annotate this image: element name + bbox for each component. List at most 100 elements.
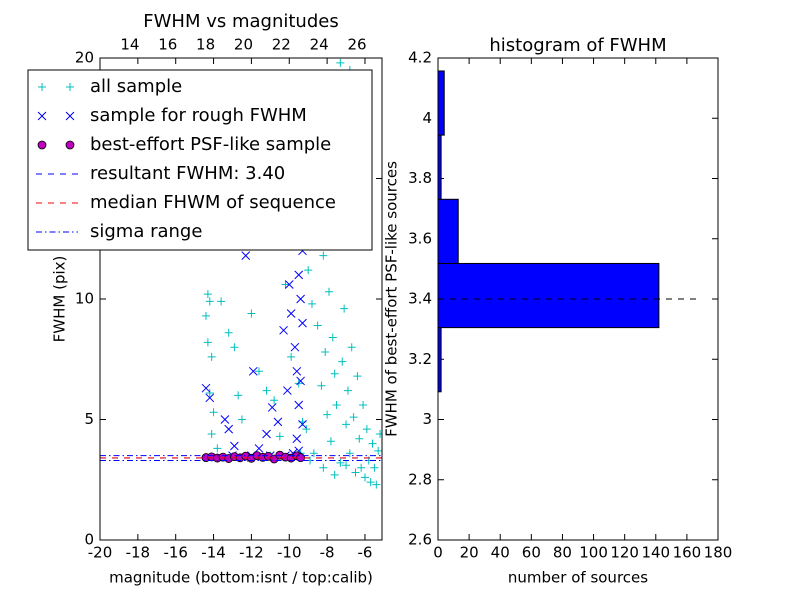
point (207, 429, 216, 438)
point (353, 372, 362, 381)
legend-marker (65, 140, 75, 150)
x-tick-label: 140 (641, 544, 670, 562)
x-axis-label: number of sources (508, 569, 648, 587)
point (376, 429, 382, 438)
x2-tick-label: 14 (120, 36, 139, 54)
point (254, 367, 263, 376)
point (270, 396, 279, 405)
point (292, 434, 302, 444)
histogram-bar (438, 70, 445, 136)
point (325, 287, 334, 296)
y-tick-label: 3.8 (408, 169, 432, 187)
point (309, 449, 318, 458)
y-tick-label: 3.6 (408, 229, 432, 247)
chart-title: FWHM vs magnitudes (143, 11, 338, 32)
point (370, 463, 379, 472)
y-tick-label: 4 (422, 109, 432, 127)
x-tick-label: -18 (126, 544, 151, 562)
axes-frame (437, 57, 719, 541)
y-tick-label: 2.8 (408, 470, 432, 488)
point (207, 352, 216, 361)
x-tick-label: 120 (610, 544, 639, 562)
histogram-bar (438, 198, 459, 264)
point (224, 328, 233, 337)
y-tick-label: 3.2 (408, 350, 432, 368)
point (201, 311, 210, 320)
plot-layer (100, 58, 382, 489)
x-tick-label: 160 (673, 544, 702, 562)
point (351, 468, 360, 477)
point (241, 251, 251, 260)
point (319, 251, 328, 260)
point (248, 366, 258, 376)
legend-label: sigma range (90, 221, 202, 242)
point (294, 400, 304, 410)
point (332, 401, 341, 410)
point (201, 383, 211, 393)
point (290, 342, 300, 352)
x2-tick-label: 20 (234, 36, 253, 54)
y-tick-label: 0 (84, 531, 94, 549)
point (374, 446, 382, 455)
x2-tick-label: 26 (347, 36, 366, 54)
x-tick-label: 0 (433, 544, 443, 562)
histogram-bar (438, 262, 660, 329)
point (273, 417, 283, 427)
point (209, 408, 218, 417)
x-tick-label: 180 (704, 544, 733, 562)
point (372, 480, 381, 489)
x-tick-label: 100 (579, 544, 608, 562)
point (262, 429, 271, 439)
point (336, 458, 345, 467)
point (284, 280, 294, 289)
x2-tick-label: 18 (196, 36, 215, 54)
point (349, 413, 358, 422)
point (362, 425, 371, 434)
y-tick-label: 5 (84, 410, 94, 428)
y-tick-label: 3.4 (408, 290, 432, 308)
point (267, 403, 277, 412)
point (283, 386, 292, 395)
point (345, 449, 354, 458)
point (336, 58, 345, 67)
point (330, 470, 339, 479)
point (326, 437, 335, 446)
point (294, 270, 304, 280)
axes-frame (99, 57, 383, 541)
point (286, 309, 296, 318)
point (292, 366, 302, 376)
y-tick-label: 3 (422, 410, 432, 428)
point (298, 318, 307, 328)
x-tick-label: -20 (88, 544, 113, 562)
x2-tick-label: 22 (272, 36, 291, 54)
y-tick-label: 20 (75, 49, 94, 67)
point (205, 388, 214, 397)
point (323, 410, 332, 419)
x-tick-label: 40 (491, 544, 510, 562)
chart-title: histogram of FWHM (489, 35, 666, 56)
point (355, 434, 364, 443)
point (234, 391, 243, 400)
legend-marker (37, 111, 47, 121)
point (262, 386, 271, 395)
point (328, 333, 337, 342)
y-tick-label: 4.2 (408, 49, 432, 67)
point (307, 299, 316, 308)
point (302, 425, 311, 434)
legend-label: resultant FWHM: 3.40 (90, 163, 285, 184)
point (298, 419, 307, 429)
legend-box (27, 69, 373, 251)
legend-marker (38, 83, 46, 91)
point (359, 401, 368, 410)
point (321, 348, 330, 357)
point (347, 343, 356, 352)
point (296, 376, 305, 386)
point (254, 444, 264, 453)
x-tick-label: -6 (357, 544, 372, 562)
point (203, 290, 212, 299)
point (338, 357, 347, 366)
y-tick-label: 2.6 (408, 531, 432, 549)
point (342, 461, 351, 470)
legend-marker (37, 140, 47, 150)
point (343, 386, 352, 395)
